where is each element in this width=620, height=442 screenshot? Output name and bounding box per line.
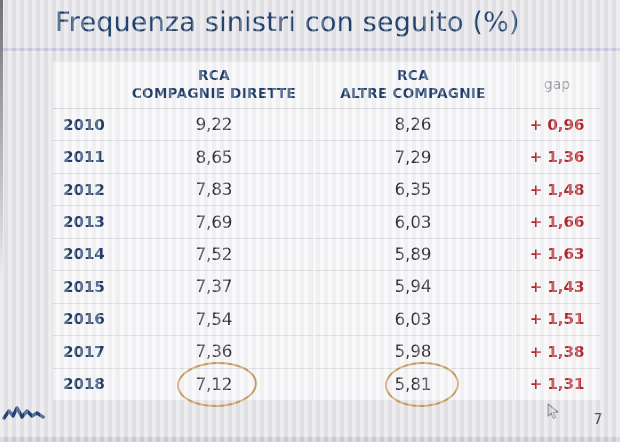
gap-value-cell: + 1,63 bbox=[513, 238, 600, 271]
year-cell: 2013 bbox=[63, 213, 105, 232]
wave-logo-icon bbox=[2, 406, 45, 420]
gap-value-cell: + 1,31 bbox=[513, 368, 600, 400]
direct-value-cell: 7,37 bbox=[115, 271, 312, 303]
table-row: 2013 7,69 6,03 + 1,66 bbox=[53, 205, 600, 238]
gap-value-cell: + 1,43 bbox=[513, 271, 600, 303]
other-value-cell: 5,98 bbox=[312, 336, 513, 368]
frame-edge bbox=[0, 0, 3, 280]
other-value-cell: 5,81 bbox=[312, 368, 513, 400]
direct-value-cell: 8,65 bbox=[115, 141, 312, 173]
other-value-cell: 5,94 bbox=[312, 271, 513, 303]
header-cell-other: RCA ALTRE COMPAGNIE bbox=[312, 62, 513, 108]
header-cell-gap: gap bbox=[513, 62, 600, 108]
year-cell: 2017 bbox=[63, 342, 105, 361]
direct-value-cell: 7,54 bbox=[115, 303, 312, 336]
header-direct-line2: COMPAGNIE DIRETTE bbox=[131, 86, 297, 102]
gap-value-cell: + 0,96 bbox=[513, 109, 600, 141]
year-cell: 2016 bbox=[63, 310, 105, 329]
table-body: 2010 9,22 8,26 + 0,96 2011 8,65 7,29 + 1,36 2012… bbox=[53, 109, 600, 400]
year-cell: 2011 bbox=[63, 148, 105, 167]
page-number: 7 bbox=[593, 410, 603, 428]
header-direct-line1: RCA bbox=[198, 67, 230, 84]
direct-value-cell: 7,83 bbox=[115, 173, 312, 206]
header-cell-direct: RCA COMPAGNIE DIRETTE bbox=[115, 62, 312, 108]
data-table: RCA COMPAGNIE DIRETTE RCA ALTRE COMPAGNI… bbox=[53, 62, 600, 400]
other-value-cell: 5,89 bbox=[312, 238, 513, 271]
direct-value-cell: 7,12 bbox=[115, 368, 312, 400]
page-title: Frequenza sinistri con seguito (%) bbox=[55, 7, 520, 38]
frame-bottom-edge bbox=[0, 437, 620, 442]
year-cell: 2010 bbox=[63, 115, 105, 134]
direct-value-cell: 7,36 bbox=[115, 336, 312, 368]
direct-value-cell: 7,69 bbox=[115, 206, 312, 238]
title-divider bbox=[0, 48, 620, 51]
other-value-cell: 6,35 bbox=[312, 173, 513, 206]
table-row: 2014 7,52 5,89 + 1,63 bbox=[53, 237, 600, 271]
gap-value-cell: + 1,66 bbox=[513, 206, 600, 238]
other-value-cell: 6,03 bbox=[312, 303, 513, 336]
table-row: 2017 7,36 5,98 + 1,38 bbox=[53, 335, 600, 368]
year-cell: 2015 bbox=[63, 277, 105, 296]
header-cell-year bbox=[53, 62, 115, 108]
year-cell: 2012 bbox=[63, 180, 105, 199]
highlight-ellipse-other-2018 bbox=[384, 360, 460, 409]
direct-value-cell: 7,52 bbox=[115, 238, 312, 271]
other-value-cell: 6,03 bbox=[312, 206, 513, 238]
table-row: 2011 8,65 7,29 + 1,36 bbox=[53, 140, 600, 173]
year-cell: 2014 bbox=[63, 245, 105, 264]
gap-value-cell: + 1,36 bbox=[513, 141, 600, 173]
other-value-cell: 7,29 bbox=[312, 141, 513, 173]
gap-value-cell: + 1,51 bbox=[513, 303, 600, 336]
gap-value-cell: + 1,38 bbox=[513, 336, 600, 368]
table-row: 2018 7,12 5,81 + 1,31 bbox=[53, 367, 600, 400]
other-value-cell: 8,26 bbox=[312, 109, 513, 141]
year-cell: 2018 bbox=[63, 375, 105, 394]
mouse-pointer-icon bbox=[547, 403, 559, 419]
direct-value-cell: 9,22 bbox=[115, 109, 312, 141]
header-other-line2: ALTRE COMPAGNIE bbox=[340, 86, 486, 102]
table-row: 2016 7,54 6,03 + 1,51 bbox=[53, 302, 600, 336]
table-row: 2015 7,37 5,94 + 1,43 bbox=[53, 270, 600, 303]
table-row: 2012 7,83 6,35 + 1,48 bbox=[53, 172, 600, 206]
gap-value-cell: + 1,48 bbox=[513, 173, 600, 206]
header-other-line1: RCA bbox=[397, 67, 429, 84]
table-header: RCA COMPAGNIE DIRETTE RCA ALTRE COMPAGNI… bbox=[53, 62, 600, 109]
table-row: 2010 9,22 8,26 + 0,96 bbox=[53, 109, 600, 141]
